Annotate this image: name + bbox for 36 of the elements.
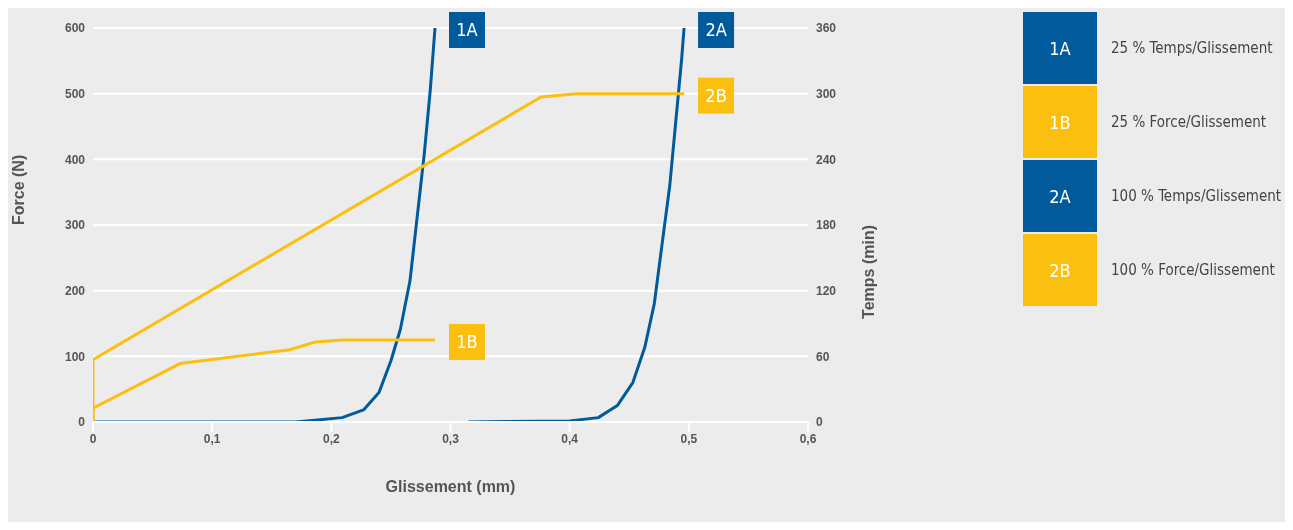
y2-tick-label: 240 <box>816 152 837 167</box>
text: 100 % Force/Glissement <box>1111 261 1275 279</box>
y2-tick-label: 180 <box>816 218 837 233</box>
x-tick-label: 0,3 <box>442 431 460 446</box>
text: 2B <box>1049 259 1071 281</box>
x-axis-title: Glissement (mm) <box>385 478 516 495</box>
text: 25 % Temps/Glissement <box>1111 39 1273 57</box>
x-tick-label: 0 <box>89 431 97 446</box>
text: 1A <box>1049 37 1071 59</box>
y-tick-label: 0 <box>78 415 86 430</box>
x-tick-label: 0,5 <box>680 431 698 446</box>
y-tick-label: 200 <box>64 283 86 298</box>
y2-axis-title: Temps (min) <box>859 225 877 319</box>
x-tick-label: 0,4 <box>561 431 579 446</box>
y-tick-label: 400 <box>64 152 86 167</box>
series-label: 1A <box>456 19 478 40</box>
y2-tick-label: 120 <box>816 283 837 298</box>
y2-tick-label: 0 <box>816 415 823 430</box>
x-tick-label: 0,2 <box>322 431 340 446</box>
y-tick-label: 300 <box>64 218 86 233</box>
y2-tick-label: 60 <box>816 349 830 364</box>
y-tick-label: 500 <box>64 86 86 101</box>
x-tick-label: 0,1 <box>203 431 221 446</box>
y2-tick-label: 300 <box>816 86 837 101</box>
y-tick-label: 100 <box>64 349 86 364</box>
series-label: 2A <box>705 19 727 40</box>
y-tick-label: 600 <box>64 21 86 36</box>
series-label: 1B <box>456 330 478 352</box>
series-label: 2B <box>705 84 727 106</box>
text: 100 % Temps/Glissement <box>1111 187 1282 205</box>
text: 2A <box>1049 185 1071 207</box>
y-axis-title: Force (N) <box>9 154 27 225</box>
text: 25 % Force/Glissement <box>1111 113 1267 131</box>
text: 1B <box>1049 111 1071 133</box>
x-tick-label: 0,6 <box>799 431 817 446</box>
y2-tick-label: 360 <box>816 21 837 36</box>
